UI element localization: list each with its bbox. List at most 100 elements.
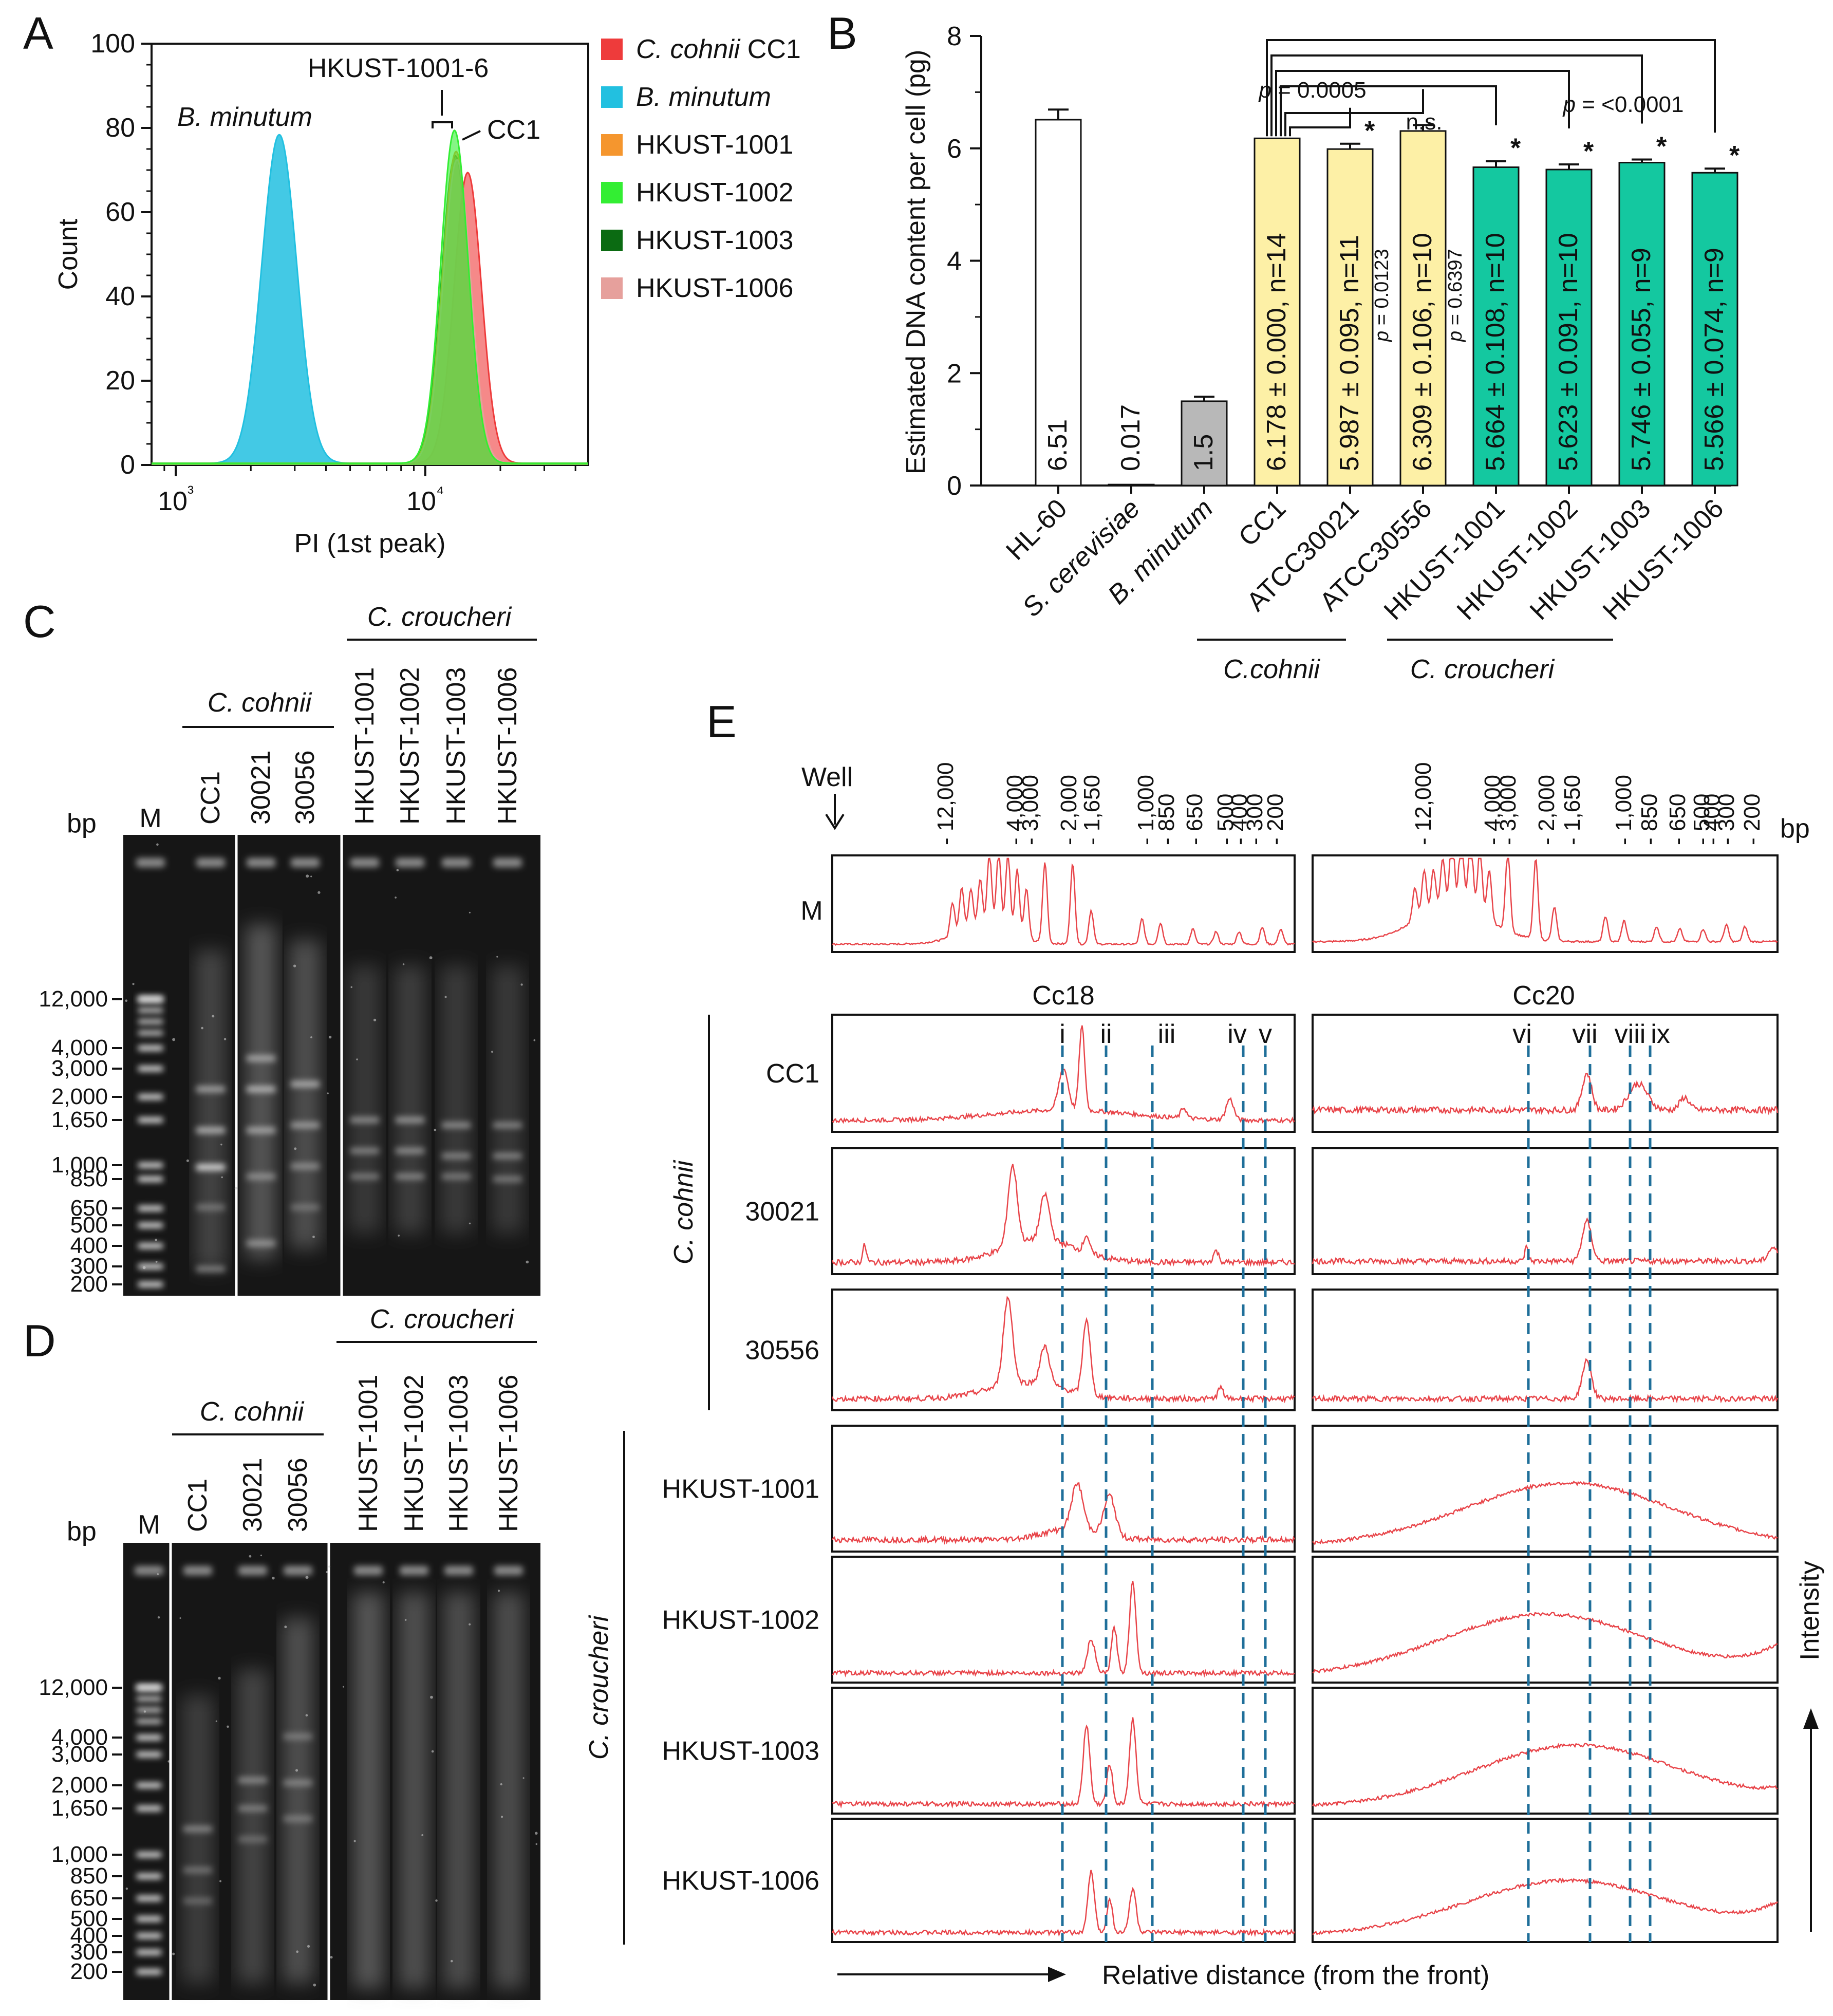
panel-e-bp-tick-label: - 300 [1242, 794, 1267, 845]
panel-a-legend-label: HKUST-1003 [636, 226, 793, 255]
panelD-gel-speck [469, 1623, 471, 1626]
panel-b-p-value-2: p = <0.0001 [1562, 92, 1684, 117]
panel-a-series-outline [152, 159, 588, 464]
panelD-gel-speck [535, 1843, 538, 1845]
panelD-well [444, 1566, 473, 1575]
panelD-ladder-band [137, 1916, 161, 1921]
panelC-lane-band [350, 1173, 379, 1180]
panelD-ladder-band [137, 1752, 161, 1757]
panel-b-sig-bracket [1266, 39, 1716, 137]
panelC-gel-speck [294, 1147, 297, 1150]
panel-a-ytick-label: 0 [120, 450, 135, 480]
panelC-ladder-band [138, 997, 163, 1001]
panelD-lane-band [284, 1780, 312, 1786]
panel-b-star: * [1729, 141, 1740, 171]
panel-b-ns: n.s. [1406, 109, 1443, 135]
panel-e-bp-tick-label: - 1,000 [1133, 775, 1158, 845]
panel-d-group-cohnii: C. cohnii [200, 1397, 305, 1427]
panelD-gel-speck [284, 1626, 287, 1629]
panel-b-bar [1691, 172, 1738, 487]
panelC-lane-label-marker: M [139, 804, 161, 833]
panel-e-row-label: 30556 [745, 1336, 819, 1366]
panelD-gel-speck [305, 1714, 308, 1717]
panel-b-bar-label: 6.309 ± 0.106, n=10 [1408, 233, 1437, 471]
panel-e-trace-line [1312, 1877, 1779, 1935]
panelD-gel-speck [157, 1616, 160, 1619]
panelD-ladder-band [137, 1685, 161, 1690]
panelD-lane-band [183, 1826, 212, 1832]
panelD-ladder-band [137, 1783, 161, 1788]
panel-e-trace-line [1312, 1073, 1779, 1115]
panelD-lane-smear [493, 1593, 524, 1988]
panel-e-row-label: CC1 [766, 1059, 819, 1089]
panel-b-ytick-label: 8 [947, 22, 962, 51]
panel-e-well-arrow [825, 794, 845, 830]
panelC-ladder-band [138, 1031, 163, 1035]
panelC-lane-label: HKUST-1001 [350, 667, 380, 825]
panelC-ladder-label: 3,000 [51, 1056, 108, 1081]
panel-c-gel: C. croucheri C. cohnii bp M CC1 30021 30056… [39, 602, 540, 1297]
panel-e-trace-line [832, 857, 1295, 946]
panelD-ladder-band [137, 1874, 161, 1879]
panelC-gel-speck [444, 996, 447, 998]
panelD-gel-speck [500, 1783, 502, 1786]
panelC-ladder-label: 12,000 [39, 986, 108, 1012]
panelC-ladder-band [138, 1046, 163, 1051]
panelD-lane-label: 30056 [283, 1458, 313, 1532]
panel-b-bar-label: 5.746 ± 0.055, n=9 [1626, 248, 1656, 471]
panel-e-peak-label: vi [1512, 1019, 1532, 1049]
panel-e-trace-line [1312, 1217, 1779, 1266]
panel-e-bp-tick-label: - 400 [1699, 794, 1725, 845]
panel-a-series-area [152, 152, 588, 465]
panelD-gel-speck [305, 1576, 309, 1579]
panel-b-ytick-label: 0 [947, 471, 962, 501]
panel-a-legend-swatch [601, 182, 623, 203]
panelD-lane-band [238, 1836, 267, 1842]
panelC-lane-band [291, 1163, 320, 1169]
panelD-gel-speck [497, 1590, 500, 1592]
panelD-gel-speck [179, 1617, 181, 1619]
panel-b-sig-bracket [1280, 85, 1497, 137]
panel-a-ytick-label: 100 [90, 29, 135, 59]
panelC-ladder-label: 2,000 [51, 1084, 108, 1109]
panel-d-bp-label: bp [67, 1517, 97, 1546]
panelC-lane-band [396, 1148, 424, 1154]
panelD-ladder-band [137, 1719, 161, 1724]
panelC-gel-speck [155, 1238, 158, 1241]
panel-b-bar-label: 1.5 [1189, 434, 1219, 471]
panelC-well [136, 858, 165, 867]
panel-b-bar-label: 0.017 [1116, 404, 1146, 471]
panel-e-trace-line [832, 1717, 1295, 1809]
panel-b-bar [1326, 148, 1374, 487]
panel-b-p-value-4: p = 0.6397 [1445, 249, 1466, 342]
panel-e-x-arrow-head [1048, 1967, 1066, 1982]
panel-a-series-area [152, 172, 588, 465]
panel-e-densitometry: Well bp - 12,000- 4,000- 3,000- 2,000- 1… [584, 762, 1825, 1990]
panelD-gel-speck [421, 1834, 424, 1836]
panelD-gel-speck [218, 1676, 221, 1680]
panelC-ladder-label: 650 [70, 1196, 108, 1221]
panel-e-row-label: 30021 [745, 1197, 819, 1227]
panelC-gel-speck [434, 1129, 437, 1131]
panel-a-legend-swatch [601, 277, 623, 299]
panel-a-ytick-label: 80 [105, 113, 135, 143]
panelC-lane-band [396, 1117, 424, 1123]
panel-a-ytick-label: 60 [105, 197, 135, 227]
panel-e-peak-label: ii [1100, 1019, 1112, 1049]
panel-b-p-value-1: p = 0.0005 [1258, 78, 1366, 103]
panelC-gel-speck [396, 869, 399, 871]
panelC-gel-speck [491, 1051, 493, 1053]
panel-a-series-outline [152, 134, 588, 464]
panelD-well [400, 1566, 428, 1575]
panelC-lane-band [196, 1127, 225, 1133]
panel-e-bp-tick-label: - 300 [1714, 794, 1739, 845]
panelD-ladder-label: 4,000 [51, 1725, 108, 1750]
panelC-ladder-label: 850 [70, 1166, 108, 1191]
panel-e-peak-label: i [1059, 1019, 1065, 1049]
panel-b-bar-label: 6.178 ± 0.000, n=14 [1262, 233, 1292, 471]
panel-e-cc20-title: Cc20 [1512, 981, 1575, 1011]
panel-label-c: C [23, 596, 56, 647]
panelD-ladder-label: 1,650 [51, 1796, 108, 1821]
panel-e-well-label: Well [801, 762, 853, 792]
panel-e-ylabel: Intensity [1795, 1561, 1825, 1660]
